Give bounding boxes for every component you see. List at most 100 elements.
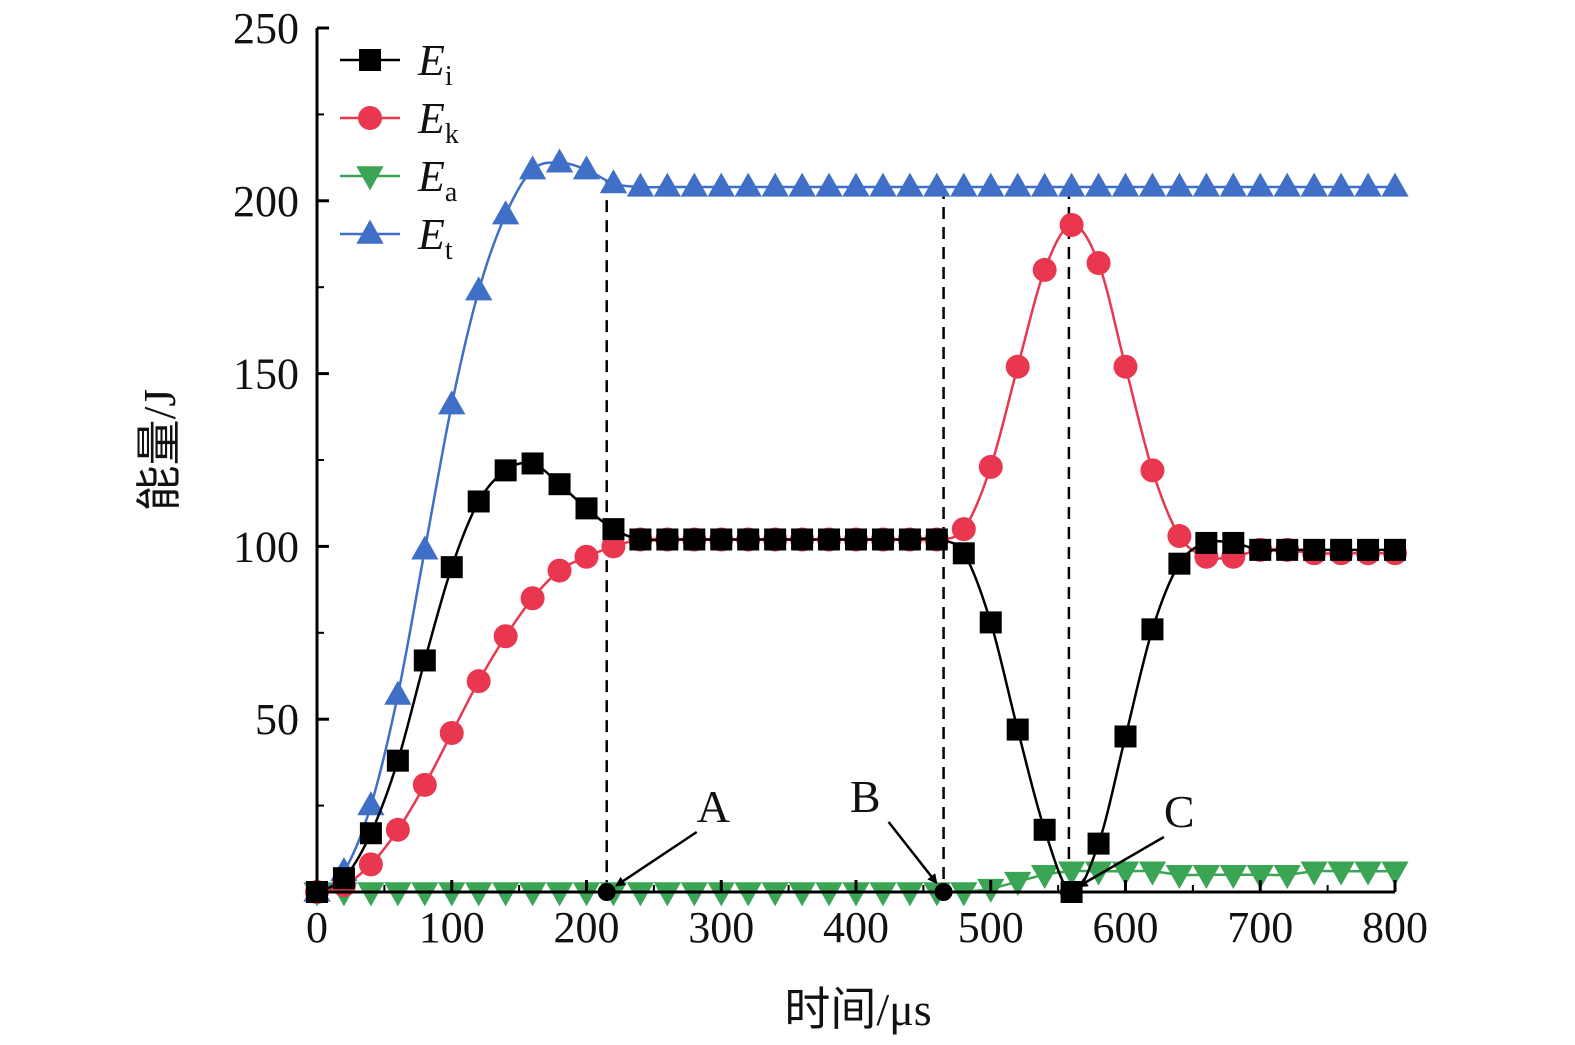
data-point — [626, 882, 655, 907]
annotation-point — [597, 883, 616, 901]
legend-item-Ek: Ek — [340, 94, 459, 150]
data-point — [1141, 618, 1164, 641]
annotation-arrow — [1077, 835, 1165, 888]
data-point — [1138, 861, 1167, 886]
legend-item-Ea: Ea — [340, 152, 458, 208]
annotation-label: C — [1164, 786, 1195, 837]
series-Ei — [306, 452, 1406, 903]
data-point — [440, 556, 463, 579]
data-point — [439, 721, 464, 746]
legend-label: Ei — [417, 36, 453, 92]
data-point — [979, 611, 1002, 634]
data-point — [896, 882, 924, 907]
data-point — [1246, 865, 1274, 890]
legend-marker — [358, 106, 382, 130]
data-point — [653, 172, 681, 197]
data-point — [518, 882, 547, 907]
data-point — [925, 528, 948, 551]
data-point — [357, 791, 385, 816]
data-point — [653, 882, 681, 907]
data-point — [707, 882, 735, 907]
data-point — [818, 528, 841, 551]
data-point — [601, 534, 626, 559]
data-point — [761, 882, 789, 907]
data-point — [1140, 458, 1165, 483]
data-point — [438, 882, 466, 907]
data-point — [734, 882, 762, 907]
data-point — [1327, 172, 1355, 197]
data-point — [493, 624, 518, 649]
data-point — [1219, 865, 1247, 890]
series-Et — [303, 148, 1409, 902]
data-point — [707, 172, 735, 197]
data-point — [1006, 718, 1029, 741]
data-point — [358, 852, 383, 877]
data-point — [764, 528, 787, 551]
data-point — [492, 882, 520, 907]
data-point — [1004, 871, 1032, 896]
data-point — [1381, 172, 1409, 197]
annotation-arrow — [887, 821, 938, 885]
data-point — [1059, 212, 1084, 237]
x-tick-label: 200 — [554, 903, 620, 952]
data-point — [1086, 251, 1111, 276]
data-point — [1276, 538, 1299, 561]
legend-marker — [356, 166, 384, 191]
data-point — [1168, 552, 1191, 575]
data-point — [680, 882, 708, 907]
data-point — [869, 172, 897, 197]
data-point — [411, 882, 439, 907]
data-point — [547, 558, 572, 583]
data-point — [842, 882, 870, 907]
data-point — [1004, 172, 1032, 197]
data-point — [737, 528, 760, 551]
data-point — [815, 882, 843, 907]
data-point — [1033, 818, 1056, 841]
data-point — [575, 497, 598, 520]
data-point — [683, 528, 706, 551]
data-point — [467, 490, 490, 513]
data-point — [1111, 861, 1140, 886]
data-point — [1057, 861, 1086, 886]
legend-marker — [359, 49, 381, 71]
data-point — [1357, 538, 1380, 561]
data-point — [950, 172, 978, 197]
data-point — [1167, 524, 1192, 549]
data-point — [545, 882, 574, 907]
data-point — [548, 473, 571, 496]
data-point — [978, 454, 1003, 479]
annotation-layer: A B C — [597, 771, 1195, 901]
data-point — [1300, 172, 1328, 197]
data-point — [1165, 172, 1194, 197]
data-point — [1195, 531, 1218, 554]
x-tick-label: 0 — [306, 903, 328, 952]
data-point — [494, 459, 517, 482]
data-point — [411, 535, 439, 560]
data-point — [898, 528, 921, 551]
data-point — [545, 148, 574, 173]
legend-item-Et: Et — [340, 210, 453, 266]
legend-marker — [356, 219, 384, 244]
data-point — [1031, 172, 1059, 197]
data-point — [1303, 538, 1326, 561]
data-point — [413, 649, 436, 672]
legend-label: Et — [417, 210, 453, 266]
data-point — [1165, 865, 1194, 890]
data-point — [465, 882, 493, 907]
data-point — [1273, 172, 1301, 197]
data-point — [1111, 172, 1140, 197]
data-point — [951, 517, 976, 542]
data-point — [1249, 538, 1272, 561]
data-point — [359, 822, 382, 845]
data-point — [574, 544, 599, 569]
data-point — [1219, 172, 1247, 197]
data-point — [1113, 354, 1138, 379]
data-point — [629, 528, 652, 551]
data-point — [1084, 172, 1113, 197]
data-point — [438, 390, 466, 415]
data-point — [791, 528, 814, 551]
data-point — [1192, 865, 1220, 890]
data-point — [1087, 832, 1110, 855]
data-point — [869, 882, 897, 907]
